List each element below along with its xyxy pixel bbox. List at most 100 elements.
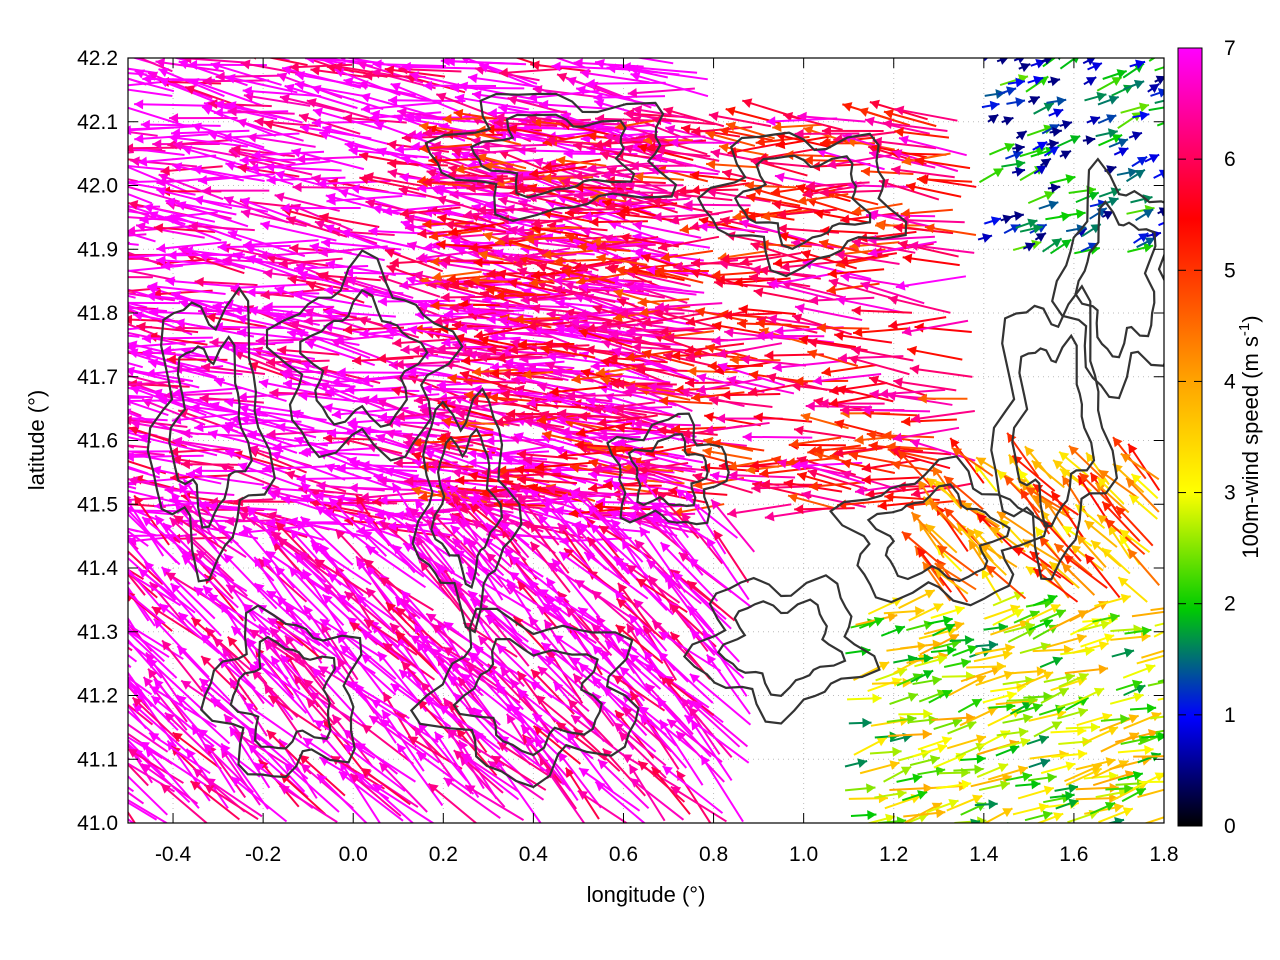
- wind-vector: [170, 129, 250, 135]
- wind-vector: [798, 337, 857, 348]
- wind-vector-head: [528, 277, 539, 288]
- wind-vector: [128, 465, 149, 475]
- wind-vector: [360, 653, 421, 704]
- wind-vector: [131, 58, 156, 65]
- wind-vector-head: [792, 313, 803, 324]
- wind-vector-head: [900, 766, 912, 776]
- wind-vector-head: [1047, 594, 1058, 604]
- wind-vector-head: [632, 418, 642, 429]
- wind-vector-head: [660, 252, 671, 263]
- wind-vector-head: [165, 276, 175, 287]
- wind-vector-head: [171, 291, 182, 301]
- wind-vector-head: [597, 417, 607, 428]
- wind-vector-head: [343, 77, 354, 87]
- wind-vector-head: [1124, 648, 1135, 658]
- wind-vector-head: [611, 347, 622, 357]
- wind-vector-head: [460, 753, 471, 763]
- wind-vector-head: [412, 457, 422, 468]
- wind-vector-head: [392, 482, 402, 494]
- wind-vector-head: [808, 481, 819, 492]
- wind-vector: [890, 449, 952, 456]
- wind-vector: [443, 777, 501, 819]
- wind-vector-head: [266, 730, 277, 741]
- wind-vector-head: [670, 604, 681, 614]
- wind-vector-head: [739, 219, 750, 229]
- wind-vector-head: [128, 505, 129, 516]
- wind-vector-head: [299, 123, 310, 134]
- wind-vector: [405, 507, 456, 574]
- wind-vector-head: [289, 567, 300, 578]
- wind-vector-head: [336, 367, 346, 378]
- wind-vector-head: [447, 729, 458, 739]
- wind-vector-head: [617, 180, 627, 191]
- wind-vector: [128, 527, 157, 537]
- wind-vector: [861, 408, 931, 413]
- wind-vector-head: [449, 82, 460, 93]
- wind-vector: [187, 519, 247, 558]
- wind-vector-head: [98, 288, 107, 298]
- wind-vector-head: [711, 269, 721, 280]
- wind-vector-head: [924, 589, 935, 599]
- wind-vector-head: [542, 173, 552, 184]
- wind-vector-head: [509, 556, 521, 566]
- wind-vector-head: [587, 131, 597, 142]
- wind-vector-head: [159, 603, 170, 614]
- wind-vector-head: [403, 432, 414, 443]
- wind-vector: [507, 134, 581, 148]
- wind-vector-head: [142, 517, 153, 527]
- wind-vector: [290, 410, 360, 434]
- wind-vector-head: [618, 732, 629, 742]
- wind-vector-head: [577, 790, 589, 800]
- wind-vector-head: [532, 85, 543, 95]
- wind-vector-head: [388, 95, 398, 106]
- wind-vector-head: [558, 752, 568, 763]
- wind-vector-head: [716, 348, 727, 359]
- wind-vector: [242, 239, 319, 247]
- wind-vector-head: [917, 393, 927, 404]
- wind-vector-head: [449, 484, 459, 495]
- wind-vector: [577, 258, 640, 271]
- wind-vector-head: [652, 620, 663, 631]
- wind-vector: [181, 550, 248, 593]
- wind-vector-head: [565, 390, 576, 401]
- wind-vector-head: [376, 398, 388, 408]
- wind-vector: [902, 256, 960, 267]
- wind-vector-head: [1022, 713, 1033, 724]
- wind-vector: [128, 369, 200, 389]
- wind-vector-head: [546, 135, 556, 146]
- wind-vector-head: [605, 263, 615, 274]
- wind-vector-head: [323, 307, 333, 318]
- wind-vector: [696, 377, 763, 393]
- wind-vector-head: [295, 70, 305, 81]
- wind-vector-head: [654, 308, 665, 319]
- wind-vector-head: [265, 162, 275, 173]
- wind-vector-head: [553, 275, 563, 286]
- wind-vector-head: [386, 264, 397, 274]
- wind-vector: [894, 107, 958, 122]
- wind-vector-head: [646, 265, 656, 276]
- wind-vector: [230, 776, 288, 823]
- wind-vector-head: [888, 295, 899, 305]
- wind-vector-head: [865, 488, 875, 499]
- wind-vector-head: [454, 550, 466, 560]
- wind-vector-head: [710, 148, 721, 159]
- wind-vector-head: [750, 241, 761, 252]
- wind-vector-head: [598, 759, 609, 770]
- wind-vector: [342, 326, 405, 332]
- wind-vector-head: [587, 536, 598, 548]
- wind-vector-head: [499, 233, 509, 244]
- wind-vector-head: [469, 496, 480, 507]
- wind-vector-head: [828, 278, 839, 288]
- wind-vector: [51, 474, 124, 492]
- wind-vector: [387, 521, 461, 528]
- wind-vector: [495, 293, 551, 298]
- wind-vector: [128, 291, 136, 295]
- wind-vector-head: [667, 579, 677, 590]
- wind-vector-head: [455, 246, 466, 256]
- wind-vector-head: [375, 433, 386, 444]
- wind-vector: [774, 174, 844, 190]
- wind-vector-head: [359, 328, 369, 339]
- wind-vector-head: [242, 604, 254, 614]
- wind-vector: [805, 404, 873, 409]
- wind-vector-head: [821, 125, 831, 136]
